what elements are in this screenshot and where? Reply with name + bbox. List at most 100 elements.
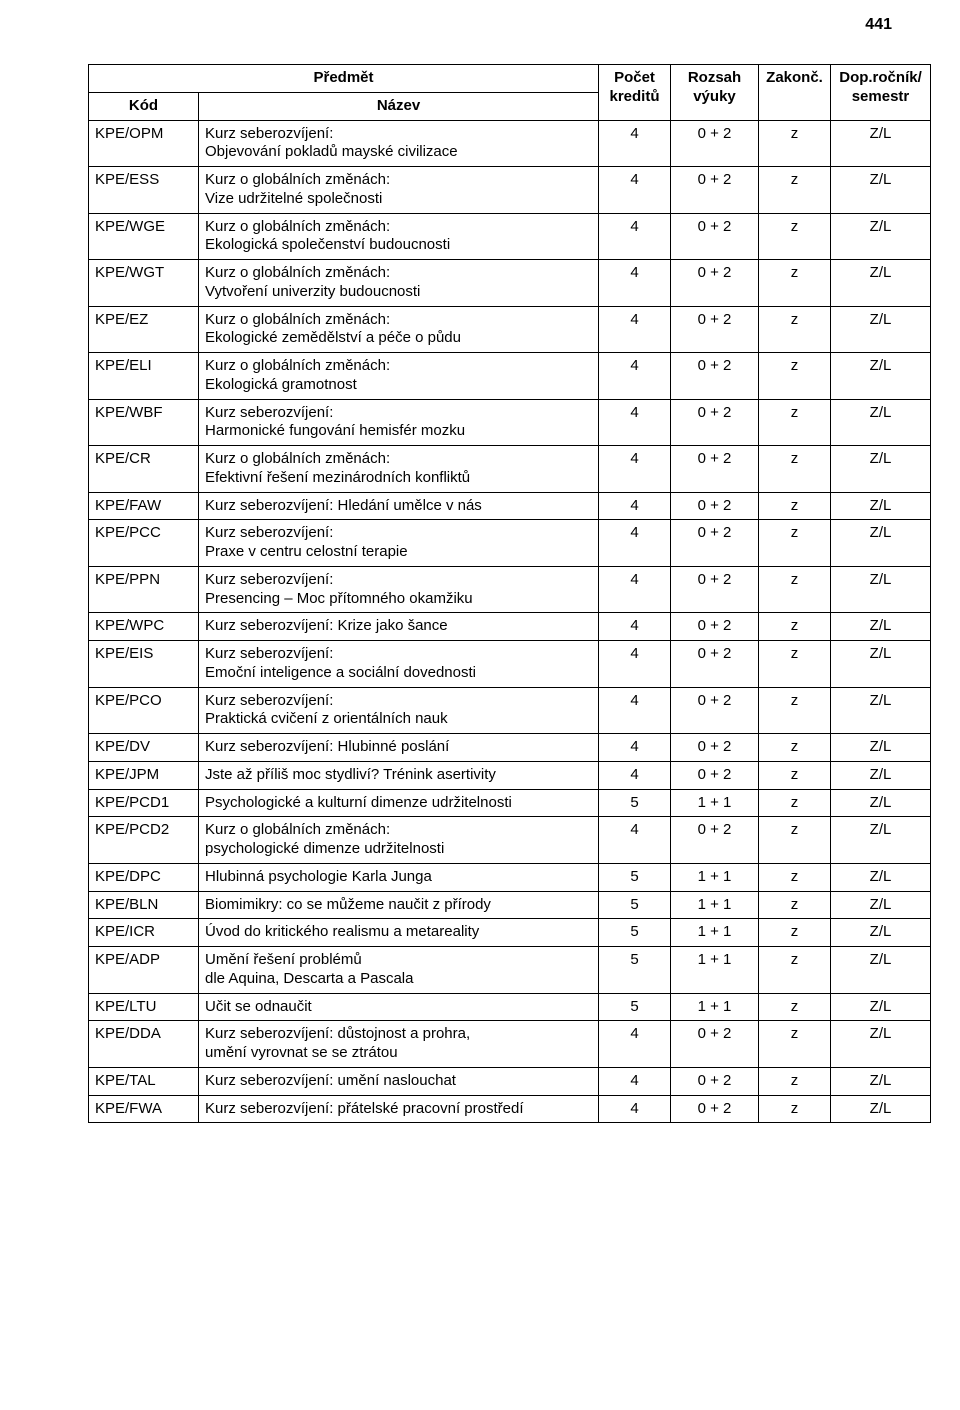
cell-range: 0 + 2: [671, 1021, 759, 1068]
cell-code: KPE/FAW: [89, 492, 199, 520]
cell-zakonc: z: [759, 613, 831, 641]
cell-semester: Z/L: [831, 993, 931, 1021]
table-row: KPE/DVKurz seberozvíjení: Hlubinné poslá…: [89, 734, 931, 762]
cell-name: Úvod do kritického realismu a metarealit…: [199, 919, 599, 947]
cell-semester: Z/L: [831, 520, 931, 567]
cell-code: KPE/ESS: [89, 167, 199, 214]
cell-code: KPE/WGT: [89, 260, 199, 307]
cell-zakonc: z: [759, 566, 831, 613]
cell-range: 0 + 2: [671, 120, 759, 167]
cell-code: KPE/DDA: [89, 1021, 199, 1068]
table-row: KPE/TALKurz seberozvíjení: umění naslouc…: [89, 1067, 931, 1095]
cell-semester: Z/L: [831, 213, 931, 260]
cell-zakonc: z: [759, 817, 831, 864]
table-row: KPE/DDAKurz seberozvíjení: důstojnost a …: [89, 1021, 931, 1068]
cell-semester: Z/L: [831, 761, 931, 789]
header-group-subject: Předmět: [89, 65, 599, 93]
cell-range: 0 + 2: [671, 1095, 759, 1123]
cell-semester: Z/L: [831, 641, 931, 688]
table-row: KPE/EZKurz o globálních změnách:Ekologic…: [89, 306, 931, 353]
cell-semester: Z/L: [831, 1067, 931, 1095]
cell-code: KPE/OPM: [89, 120, 199, 167]
cell-semester: Z/L: [831, 687, 931, 734]
cell-name: Kurz o globálních změnách:Ekologická gra…: [199, 353, 599, 400]
cell-range: 1 + 1: [671, 789, 759, 817]
cell-zakonc: z: [759, 1095, 831, 1123]
cell-name: Kurz seberozvíjení: důstojnost a prohra,…: [199, 1021, 599, 1068]
cell-zakonc: z: [759, 446, 831, 493]
cell-semester: Z/L: [831, 613, 931, 641]
cell-credits: 4: [599, 1067, 671, 1095]
cell-range: 0 + 2: [671, 446, 759, 493]
cell-name: Kurz o globálních změnách:psychologické …: [199, 817, 599, 864]
cell-credits: 4: [599, 306, 671, 353]
cell-range: 0 + 2: [671, 167, 759, 214]
table-row: KPE/OPMKurz seberozvíjení:Objevování pok…: [89, 120, 931, 167]
cell-credits: 4: [599, 641, 671, 688]
cell-credits: 4: [599, 687, 671, 734]
cell-name: Psychologické a kulturní dimenze udržite…: [199, 789, 599, 817]
cell-name: Kurz seberozvíjení:Praxe v centru celost…: [199, 520, 599, 567]
cell-range: 1 + 1: [671, 947, 759, 994]
page: 441 Předmět Počet kreditů Rozsah výuky Z…: [0, 0, 960, 1410]
table-row: KPE/DPCHlubinná psychologie Karla Junga5…: [89, 863, 931, 891]
header-range: Rozsah výuky: [671, 65, 759, 121]
cell-credits: 4: [599, 566, 671, 613]
cell-code: KPE/FWA: [89, 1095, 199, 1123]
cell-semester: Z/L: [831, 863, 931, 891]
cell-name: Kurz seberozvíjení: přátelské pracovní p…: [199, 1095, 599, 1123]
cell-range: 1 + 1: [671, 919, 759, 947]
header-credits: Počet kreditů: [599, 65, 671, 121]
header-row-1: Předmět Počet kreditů Rozsah výuky Zakon…: [89, 65, 931, 93]
cell-semester: Z/L: [831, 947, 931, 994]
table-row: KPE/WGTKurz o globálních změnách:Vytvoře…: [89, 260, 931, 307]
table-row: KPE/PCOKurz seberozvíjení:Praktická cvič…: [89, 687, 931, 734]
cell-zakonc: z: [759, 789, 831, 817]
cell-range: 0 + 2: [671, 734, 759, 762]
table-row: KPE/PCD2Kurz o globálních změnách:psycho…: [89, 817, 931, 864]
cell-credits: 5: [599, 993, 671, 1021]
cell-zakonc: z: [759, 947, 831, 994]
cell-zakonc: z: [759, 520, 831, 567]
table-row: KPE/JPMJste až příliš moc stydliví? Trén…: [89, 761, 931, 789]
cell-name: Biomimikry: co se můžeme naučit z přírod…: [199, 891, 599, 919]
cell-credits: 4: [599, 520, 671, 567]
cell-credits: 4: [599, 1095, 671, 1123]
header-semester: Dop.ročník/ semestr: [831, 65, 931, 121]
cell-range: 0 + 2: [671, 399, 759, 446]
cell-name: Hlubinná psychologie Karla Junga: [199, 863, 599, 891]
cell-credits: 4: [599, 167, 671, 214]
cell-range: 0 + 2: [671, 353, 759, 400]
cell-zakonc: z: [759, 1067, 831, 1095]
header-zakonc: Zakonč.: [759, 65, 831, 121]
table-row: KPE/PCCKurz seberozvíjení:Praxe v centru…: [89, 520, 931, 567]
table-row: KPE/ICRÚvod do kritického realismu a met…: [89, 919, 931, 947]
cell-range: 0 + 2: [671, 260, 759, 307]
cell-code: KPE/LTU: [89, 993, 199, 1021]
cell-credits: 5: [599, 891, 671, 919]
cell-name: Učit se odnaučit: [199, 993, 599, 1021]
cell-zakonc: z: [759, 761, 831, 789]
cell-range: 0 + 2: [671, 817, 759, 864]
cell-name: Kurz seberozvíjení: Hlubinné poslání: [199, 734, 599, 762]
cell-zakonc: z: [759, 891, 831, 919]
cell-zakonc: z: [759, 306, 831, 353]
cell-semester: Z/L: [831, 789, 931, 817]
cell-zakonc: z: [759, 120, 831, 167]
cell-name: Kurz seberozvíjení:Emoční inteligence a …: [199, 641, 599, 688]
cell-semester: Z/L: [831, 817, 931, 864]
cell-credits: 4: [599, 446, 671, 493]
cell-semester: Z/L: [831, 734, 931, 762]
cell-semester: Z/L: [831, 306, 931, 353]
cell-credits: 4: [599, 761, 671, 789]
cell-credits: 5: [599, 947, 671, 994]
cell-credits: 4: [599, 120, 671, 167]
cell-semester: Z/L: [831, 353, 931, 400]
cell-range: 1 + 1: [671, 993, 759, 1021]
cell-name: Jste až příliš moc stydliví? Trénink ase…: [199, 761, 599, 789]
cell-name: Kurz o globálních změnách:Vytvoření univ…: [199, 260, 599, 307]
table-row: KPE/PPNKurz seberozvíjení:Presencing – M…: [89, 566, 931, 613]
cell-zakonc: z: [759, 863, 831, 891]
table-row: KPE/WPCKurz seberozvíjení: Krize jako ša…: [89, 613, 931, 641]
cell-credits: 4: [599, 213, 671, 260]
